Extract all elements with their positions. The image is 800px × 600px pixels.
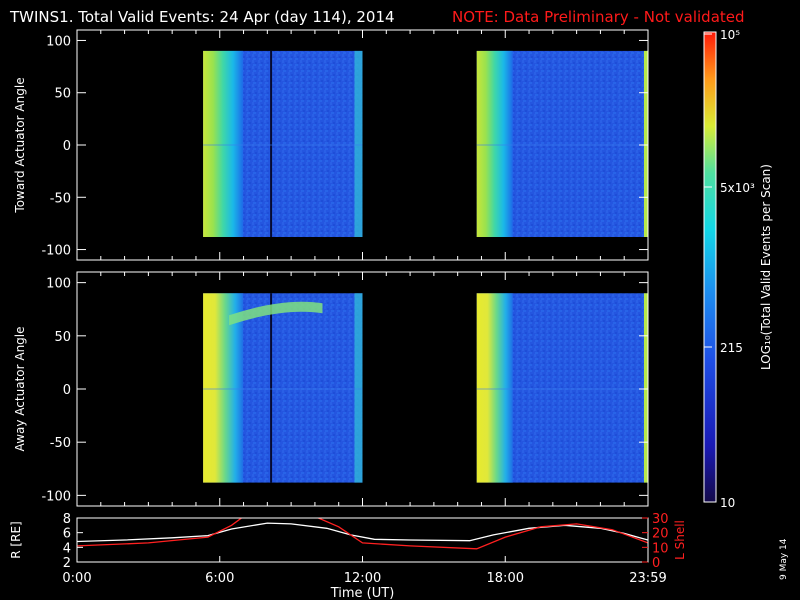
colorbar-tick-label: 5x10³ xyxy=(720,181,755,195)
y-tick-label: -50 xyxy=(50,191,71,206)
y-tick-label: -50 xyxy=(50,436,71,451)
l-shell-tick-label: 10 xyxy=(652,541,669,556)
y-axis-label: Toward Actuator Angle xyxy=(13,77,27,213)
r-tick-label: 8 xyxy=(63,512,71,527)
colorbar-tick-label: 215 xyxy=(720,341,743,355)
r-axis-label: R [RE] xyxy=(9,521,23,558)
l-shell-axis-label: L Shell xyxy=(673,520,687,560)
r-tick-label: 6 xyxy=(63,527,71,542)
colorbar-tick-label: 10⁵ xyxy=(720,28,740,42)
x-tick-label: 6:00 xyxy=(205,571,234,586)
data-block xyxy=(203,293,363,483)
data-block xyxy=(203,50,363,238)
l-shell-tick-label: 30 xyxy=(652,512,669,527)
y-axis-label: Away Actuator Angle xyxy=(13,326,27,451)
r-series-line xyxy=(77,522,648,543)
x-tick-label: 23:59 xyxy=(629,571,666,586)
data-block xyxy=(476,50,648,238)
x-axis-label: Time (UT) xyxy=(330,586,395,600)
top-heatmap-panel: 100 50 0 -50 -100 Toward Actuator Angle xyxy=(13,29,649,261)
y-tick-label: 50 xyxy=(54,87,71,102)
l-shell-tick-label: 20 xyxy=(652,527,669,542)
x-tick-label: 12:00 xyxy=(344,571,381,586)
r-tick-label: 4 xyxy=(63,541,71,556)
preliminary-note: NOTE: Data Preliminary - Not validated xyxy=(452,8,745,26)
x-tick-label: 18:00 xyxy=(487,571,524,586)
l-shell-series-line xyxy=(77,518,648,550)
y-tick-label: -100 xyxy=(41,244,71,259)
middle-heatmap-panel: 100 50 0 -50 -100 Away Actuator Angle xyxy=(13,271,649,507)
l-shell-tick-label: 0 xyxy=(652,556,660,571)
chart-title: TWINS1. Total Valid Events: 24 Apr (day … xyxy=(9,8,395,26)
colorbar: 10 215 5x10³ 10⁵ LOG₁₀(Total Valid Events p… xyxy=(703,28,773,510)
r-tick-label: 2 xyxy=(63,556,71,571)
y-tick-label: 100 xyxy=(46,277,71,292)
colorbar-tick-label: 10 xyxy=(720,496,735,510)
y-tick-label: 100 xyxy=(46,34,71,49)
data-block xyxy=(476,293,648,483)
y-tick-label: 50 xyxy=(54,330,71,345)
colorbar-label: LOG₁₀(Total Valid Events per Scan) xyxy=(759,164,773,370)
run-date: 9 May 14 xyxy=(779,538,789,580)
y-tick-label: -100 xyxy=(41,489,71,504)
y-tick-label: 0 xyxy=(63,139,71,154)
x-tick-label: 0:00 xyxy=(62,571,91,586)
y-tick-label: 0 xyxy=(63,383,71,398)
